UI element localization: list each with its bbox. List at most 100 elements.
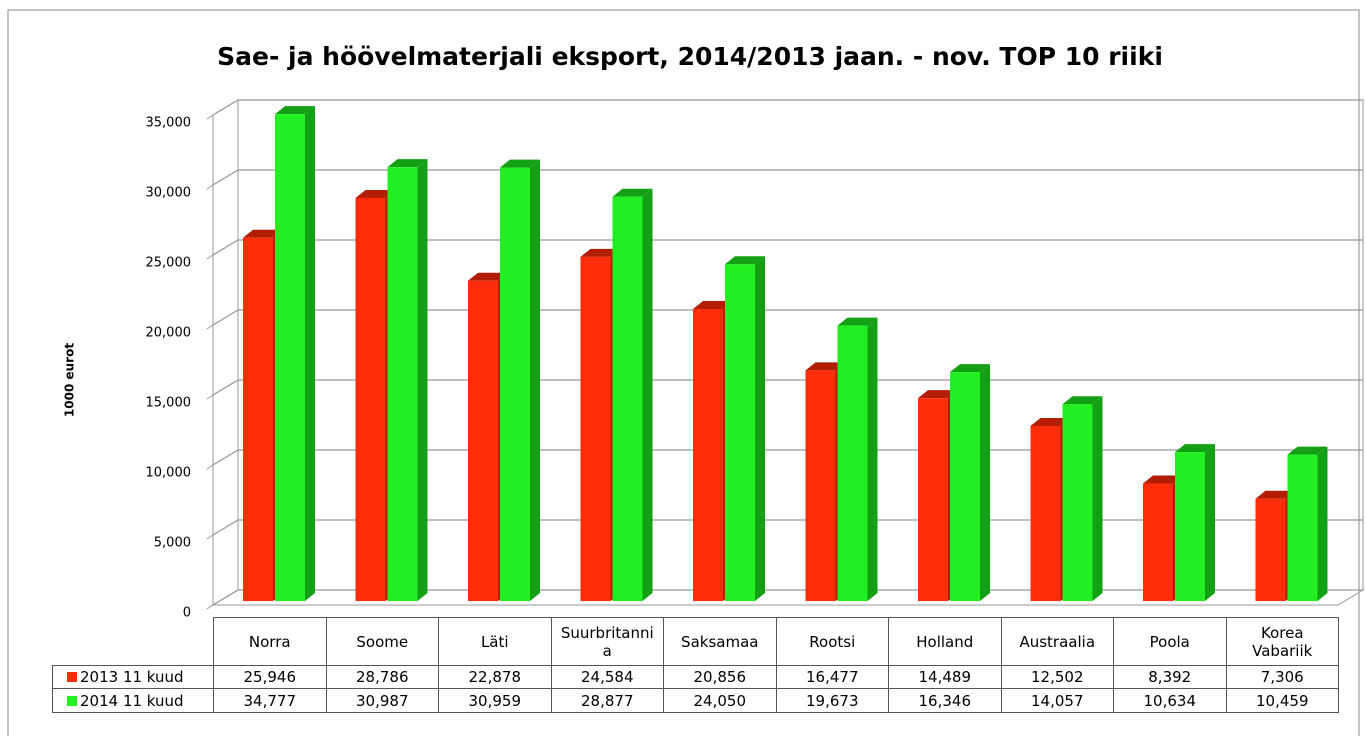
bar <box>1030 425 1061 601</box>
bar <box>1255 498 1286 601</box>
bar-side <box>1092 396 1103 601</box>
bar-side <box>642 188 653 602</box>
y-axis-label: 1000 eurot <box>63 343 77 417</box>
bar-top <box>918 390 958 399</box>
bar <box>355 197 386 601</box>
legend-label: 2013 11 kuud <box>80 668 184 686</box>
bar-top <box>387 159 428 168</box>
x-tick-label: Suurbritannia <box>550 617 664 666</box>
x-tick-label: Austraalia <box>1000 617 1114 666</box>
bar-top <box>837 317 878 326</box>
bar <box>1062 404 1093 601</box>
table-value: 28,877 <box>550 688 664 713</box>
tick-mark <box>206 464 214 470</box>
tick-mark <box>206 324 214 330</box>
bar <box>950 372 980 601</box>
bar-top <box>612 188 653 197</box>
bar <box>580 256 611 601</box>
table-value: 12,502 <box>1000 665 1114 689</box>
bar-top <box>243 229 283 238</box>
legend-entry: 2013 11 kuud <box>52 665 214 689</box>
table-value: 20,856 <box>663 665 777 689</box>
y-tick-label: 25,000 <box>146 256 192 271</box>
bar-side <box>305 106 315 601</box>
table-value: 8,392 <box>1113 665 1227 689</box>
table-value: 7,306 <box>1225 665 1339 689</box>
legend-key <box>67 672 77 682</box>
table-value: 25,946 <box>213 665 327 689</box>
side-wall <box>212 99 239 606</box>
table-value: 30,959 <box>438 688 552 713</box>
bar <box>1143 483 1173 601</box>
bar-top <box>1175 444 1215 453</box>
y-tick-label: 15,000 <box>146 396 192 411</box>
bar-top <box>693 301 733 310</box>
table-value: 16,346 <box>888 688 1002 713</box>
bar <box>725 264 755 601</box>
x-tick-label: Rootsi <box>775 617 889 666</box>
bar-top <box>355 189 396 198</box>
table-value: 19,673 <box>775 688 889 713</box>
tick-mark <box>206 254 214 260</box>
bar-side <box>1317 446 1328 601</box>
legend-label: 2014 11 kuud <box>80 691 184 710</box>
chart-title: Sae- ja höövelmaterjali eksport, 2014/20… <box>217 42 1163 71</box>
bar-top <box>1143 475 1183 484</box>
tick-mark <box>206 604 214 610</box>
table-value: 28,786 <box>325 665 439 689</box>
table-value: 10,634 <box>1113 688 1227 713</box>
bar-top <box>1030 417 1071 426</box>
x-tick-label: Soome <box>325 617 439 666</box>
bar <box>387 167 418 601</box>
table-value: 30,987 <box>325 688 439 713</box>
tick-mark <box>206 394 214 400</box>
tick-mark <box>206 114 214 120</box>
bar-top <box>1062 396 1103 405</box>
table-value: 22,878 <box>438 665 552 689</box>
bar-top <box>950 364 990 373</box>
x-tick-label: Korea Vabariik <box>1225 617 1339 666</box>
bar-side <box>867 317 878 601</box>
y-tick-label: 30,000 <box>146 186 192 201</box>
x-tick-label: Norra <box>213 617 327 666</box>
legend-key <box>67 695 77 706</box>
bar <box>805 370 836 601</box>
table-value: 14,057 <box>1000 688 1114 713</box>
grid-line <box>212 309 1363 326</box>
bar-side <box>417 159 428 601</box>
bar-side <box>980 364 990 601</box>
table-value: 24,584 <box>550 665 664 689</box>
bar <box>918 398 948 601</box>
x-tick-label: Holland <box>888 617 1002 666</box>
tick-mark <box>206 534 214 540</box>
y-tick-label: 35,000 <box>146 116 192 131</box>
bar <box>243 237 273 602</box>
x-tick-label: Läti <box>438 617 552 666</box>
bar <box>500 167 530 601</box>
bar <box>275 114 305 601</box>
y-tick-label: 10,000 <box>146 466 192 481</box>
bar-top <box>1287 446 1328 455</box>
x-tick-label: Poola <box>1113 617 1227 666</box>
bar <box>1175 452 1205 601</box>
y-tick-label: 0 <box>183 606 191 621</box>
bar-side <box>1205 444 1215 601</box>
bar <box>693 309 723 601</box>
table-value: 10,459 <box>1225 688 1339 713</box>
bar-top <box>468 272 508 281</box>
grid-line <box>212 169 1363 186</box>
grid-line <box>212 99 1363 116</box>
bar <box>1287 454 1318 601</box>
table-value: 14,489 <box>888 665 1002 689</box>
table-value: 16,477 <box>775 665 889 689</box>
bar-side <box>530 159 540 601</box>
bar <box>612 196 643 602</box>
y-tick-label: 20,000 <box>146 326 192 341</box>
bar-top <box>500 159 540 168</box>
y-tick-label: 5,000 <box>154 536 191 551</box>
bar-top <box>725 256 765 265</box>
x-tick-label: Saksamaa <box>663 617 777 666</box>
bar <box>468 280 498 601</box>
